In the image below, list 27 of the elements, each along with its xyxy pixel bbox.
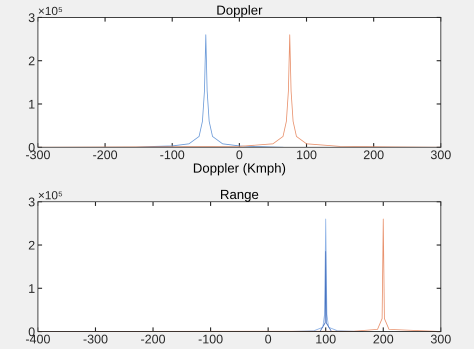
text: ×10⁵: [38, 6, 62, 16]
x-tick-label: 200: [373, 334, 394, 344]
y-tick-label: 3: [28, 198, 35, 206]
x-tick-label: -100: [198, 334, 223, 344]
y-tick-label: 3: [28, 13, 35, 22]
x-tick-label: 200: [364, 150, 384, 160]
x-tick-label: 100: [297, 150, 316, 160]
x-tick-label: -200: [93, 150, 118, 160]
chart-title: Range: [221, 190, 258, 202]
x-tick-label: -100: [160, 150, 184, 160]
y-tick-label: 2: [28, 240, 35, 250]
x-tick-label: 0: [265, 334, 272, 344]
x-tick-label: -200: [141, 334, 166, 344]
y-tick-label: 2: [28, 56, 35, 66]
chart-title: Doppler: [217, 5, 262, 18]
x-tick-label: -300: [84, 334, 108, 344]
x-tick-label: 300: [430, 150, 451, 160]
y-tick-label: 1: [29, 100, 35, 109]
x-tick-label: 100: [316, 334, 336, 344]
y-tick-label: 0: [28, 327, 35, 336]
y-tick-label: 1: [29, 284, 35, 293]
x-tick-label: 300: [430, 334, 451, 344]
x-tick-label: -300: [26, 150, 50, 160]
x-tick-label: 0: [236, 150, 242, 160]
x-axis-title: Doppler (Kmph): [194, 163, 286, 176]
text: ×10⁵: [38, 191, 62, 200]
x-tick-label: -400: [26, 334, 50, 344]
